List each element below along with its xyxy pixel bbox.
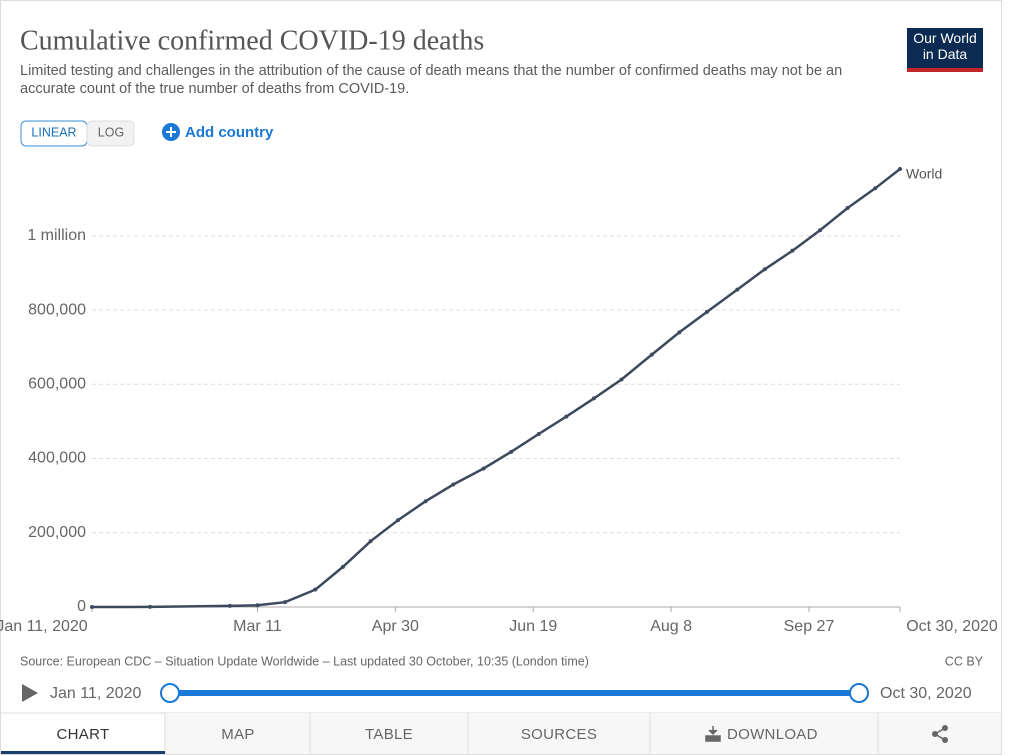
x-tick-label: Mar 11 (233, 618, 282, 635)
x-tick-label: Jun 19 (509, 618, 557, 635)
data-point (564, 414, 569, 419)
y-tick-label: 1 million (27, 227, 86, 244)
subtitle-box: Limited testing and challenges in the at… (20, 63, 843, 97)
x-tick-label: Aug 8 (650, 618, 692, 635)
y-tick-label: 800,000 (28, 301, 86, 318)
timeline-track (170, 690, 860, 696)
data-point (619, 377, 624, 382)
source-note: Source: European CDC – Situation Update … (20, 654, 589, 668)
series-label: World (906, 166, 942, 182)
data-point (90, 604, 94, 609)
tab-download[interactable]: DOWNLOAD (727, 726, 818, 743)
x-tick-label: Apr 30 (372, 618, 419, 635)
data-point (677, 330, 682, 335)
data-point (790, 248, 795, 253)
share-icon[interactable] (932, 725, 948, 743)
data-point (368, 539, 373, 544)
data-point (591, 396, 596, 401)
data-point (451, 482, 456, 487)
linear-label[interactable]: LINEAR (31, 125, 76, 139)
data-point (509, 449, 514, 454)
y-tick-label: 600,000 (28, 376, 86, 393)
data-point (762, 267, 767, 272)
data-point (735, 287, 740, 292)
data-point (704, 309, 709, 314)
chart-title: Cumulative confirmed COVID-19 deaths (20, 25, 484, 56)
logo-box: Our World in Data (913, 30, 977, 62)
active-tab-underline (1, 751, 165, 754)
tab-chart[interactable]: CHART (57, 726, 110, 743)
x-tick-label: Jan 11, 2020 (0, 618, 88, 635)
timeline-handle-start[interactable] (160, 683, 180, 703)
timeline-end: Oct 30, 2020 (880, 685, 972, 702)
add-plus[interactable] (166, 127, 176, 137)
add-country[interactable]: Add country (185, 124, 274, 141)
license: CC BY (945, 654, 984, 668)
play-button[interactable] (22, 684, 38, 702)
data-point (283, 600, 288, 605)
plot: 0 200,000 400,000 600,000 800,000 1 million Ja… (0, 166, 998, 636)
y-tick-label: 400,000 (28, 450, 86, 467)
data-point (396, 518, 401, 523)
tab-map[interactable]: MAP (221, 726, 254, 743)
data-point (818, 228, 823, 233)
tab-table[interactable]: TABLE (365, 726, 413, 743)
logo-text: Our World in Data (913, 30, 977, 62)
download-icon[interactable] (705, 726, 721, 742)
data-point (536, 432, 541, 437)
x-tick-label: Oct 30, 2020 (906, 618, 998, 635)
logo-bg (907, 28, 983, 72)
data-point (845, 205, 850, 210)
data-point (649, 352, 654, 357)
data-point (313, 587, 318, 592)
data-point (227, 603, 232, 608)
share-lines[interactable] (933, 727, 946, 741)
tab-bar (165, 713, 1001, 754)
data-point (255, 603, 260, 608)
tab-sources[interactable]: SOURCES (521, 726, 597, 743)
data-point (147, 604, 152, 609)
x-tick-label: Sep 27 (784, 618, 835, 635)
logo-bar (907, 68, 983, 72)
chart-subtitle: Limited testing and challenges in the at… (20, 63, 843, 97)
log-label[interactable]: LOG (98, 125, 124, 139)
timeline-start: Jan 11, 2020 (50, 685, 141, 702)
data-point (898, 167, 902, 171)
log-button[interactable] (86, 120, 135, 147)
data-point (481, 466, 486, 471)
data-point (873, 186, 878, 191)
y-tick-label: 0 (77, 598, 86, 615)
data-point (340, 564, 345, 569)
timeline-handle-end[interactable] (849, 683, 869, 703)
data-point (423, 499, 428, 504)
y-tick-label: 200,000 (28, 524, 86, 541)
